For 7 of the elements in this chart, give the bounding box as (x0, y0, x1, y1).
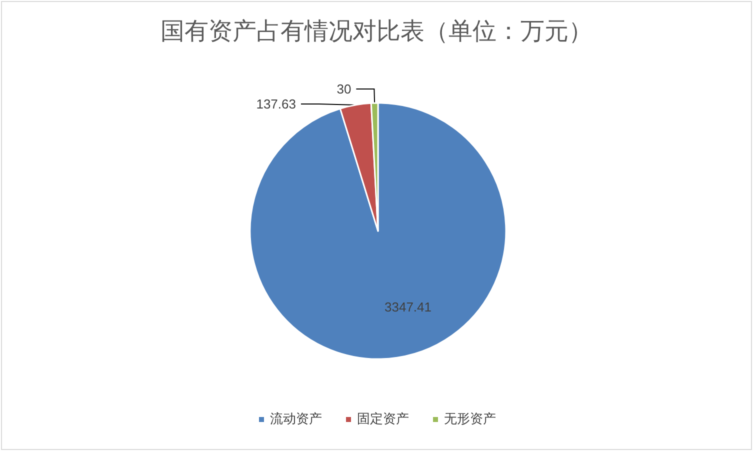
legend-label: 无形资产 (444, 412, 496, 427)
data-label: 137.63 (256, 96, 296, 112)
chart-title: 国有资产占有情况对比表（单位：万元） (160, 17, 592, 45)
data-label: 30 (336, 82, 352, 97)
data-label: 3347.41 (384, 300, 432, 315)
legend-label: 固定资产 (357, 412, 409, 427)
legend-label: 流动资产 (270, 411, 322, 427)
